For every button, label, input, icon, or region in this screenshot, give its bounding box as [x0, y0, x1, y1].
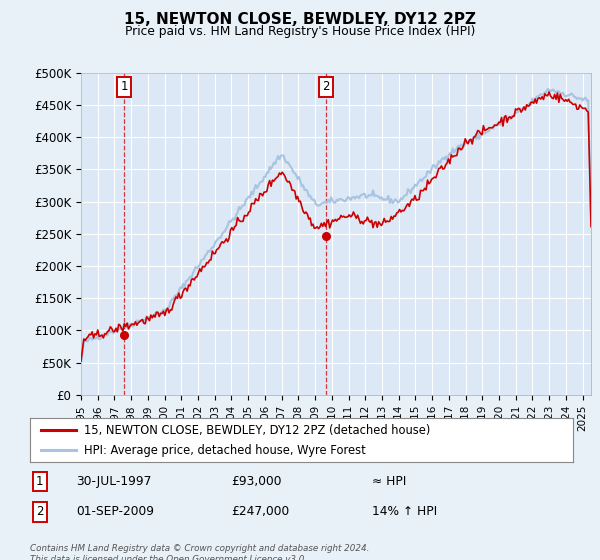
Text: 2: 2	[36, 506, 44, 519]
Text: 15, NEWTON CLOSE, BEWDLEY, DY12 2PZ (detached house): 15, NEWTON CLOSE, BEWDLEY, DY12 2PZ (det…	[85, 423, 431, 437]
Text: Price paid vs. HM Land Registry's House Price Index (HPI): Price paid vs. HM Land Registry's House …	[125, 25, 475, 38]
Text: 30-JUL-1997: 30-JUL-1997	[76, 475, 152, 488]
Text: 01-SEP-2009: 01-SEP-2009	[76, 506, 154, 519]
Text: Contains HM Land Registry data © Crown copyright and database right 2024.
This d: Contains HM Land Registry data © Crown c…	[30, 544, 370, 560]
Text: ≈ HPI: ≈ HPI	[372, 475, 406, 488]
Text: 15, NEWTON CLOSE, BEWDLEY, DY12 2PZ: 15, NEWTON CLOSE, BEWDLEY, DY12 2PZ	[124, 12, 476, 27]
Text: 2: 2	[323, 81, 330, 94]
Text: £247,000: £247,000	[231, 506, 289, 519]
Text: 14% ↑ HPI: 14% ↑ HPI	[372, 506, 437, 519]
Text: 1: 1	[121, 81, 128, 94]
Text: 1: 1	[36, 475, 44, 488]
Text: £93,000: £93,000	[231, 475, 281, 488]
Text: HPI: Average price, detached house, Wyre Forest: HPI: Average price, detached house, Wyre…	[85, 444, 366, 457]
